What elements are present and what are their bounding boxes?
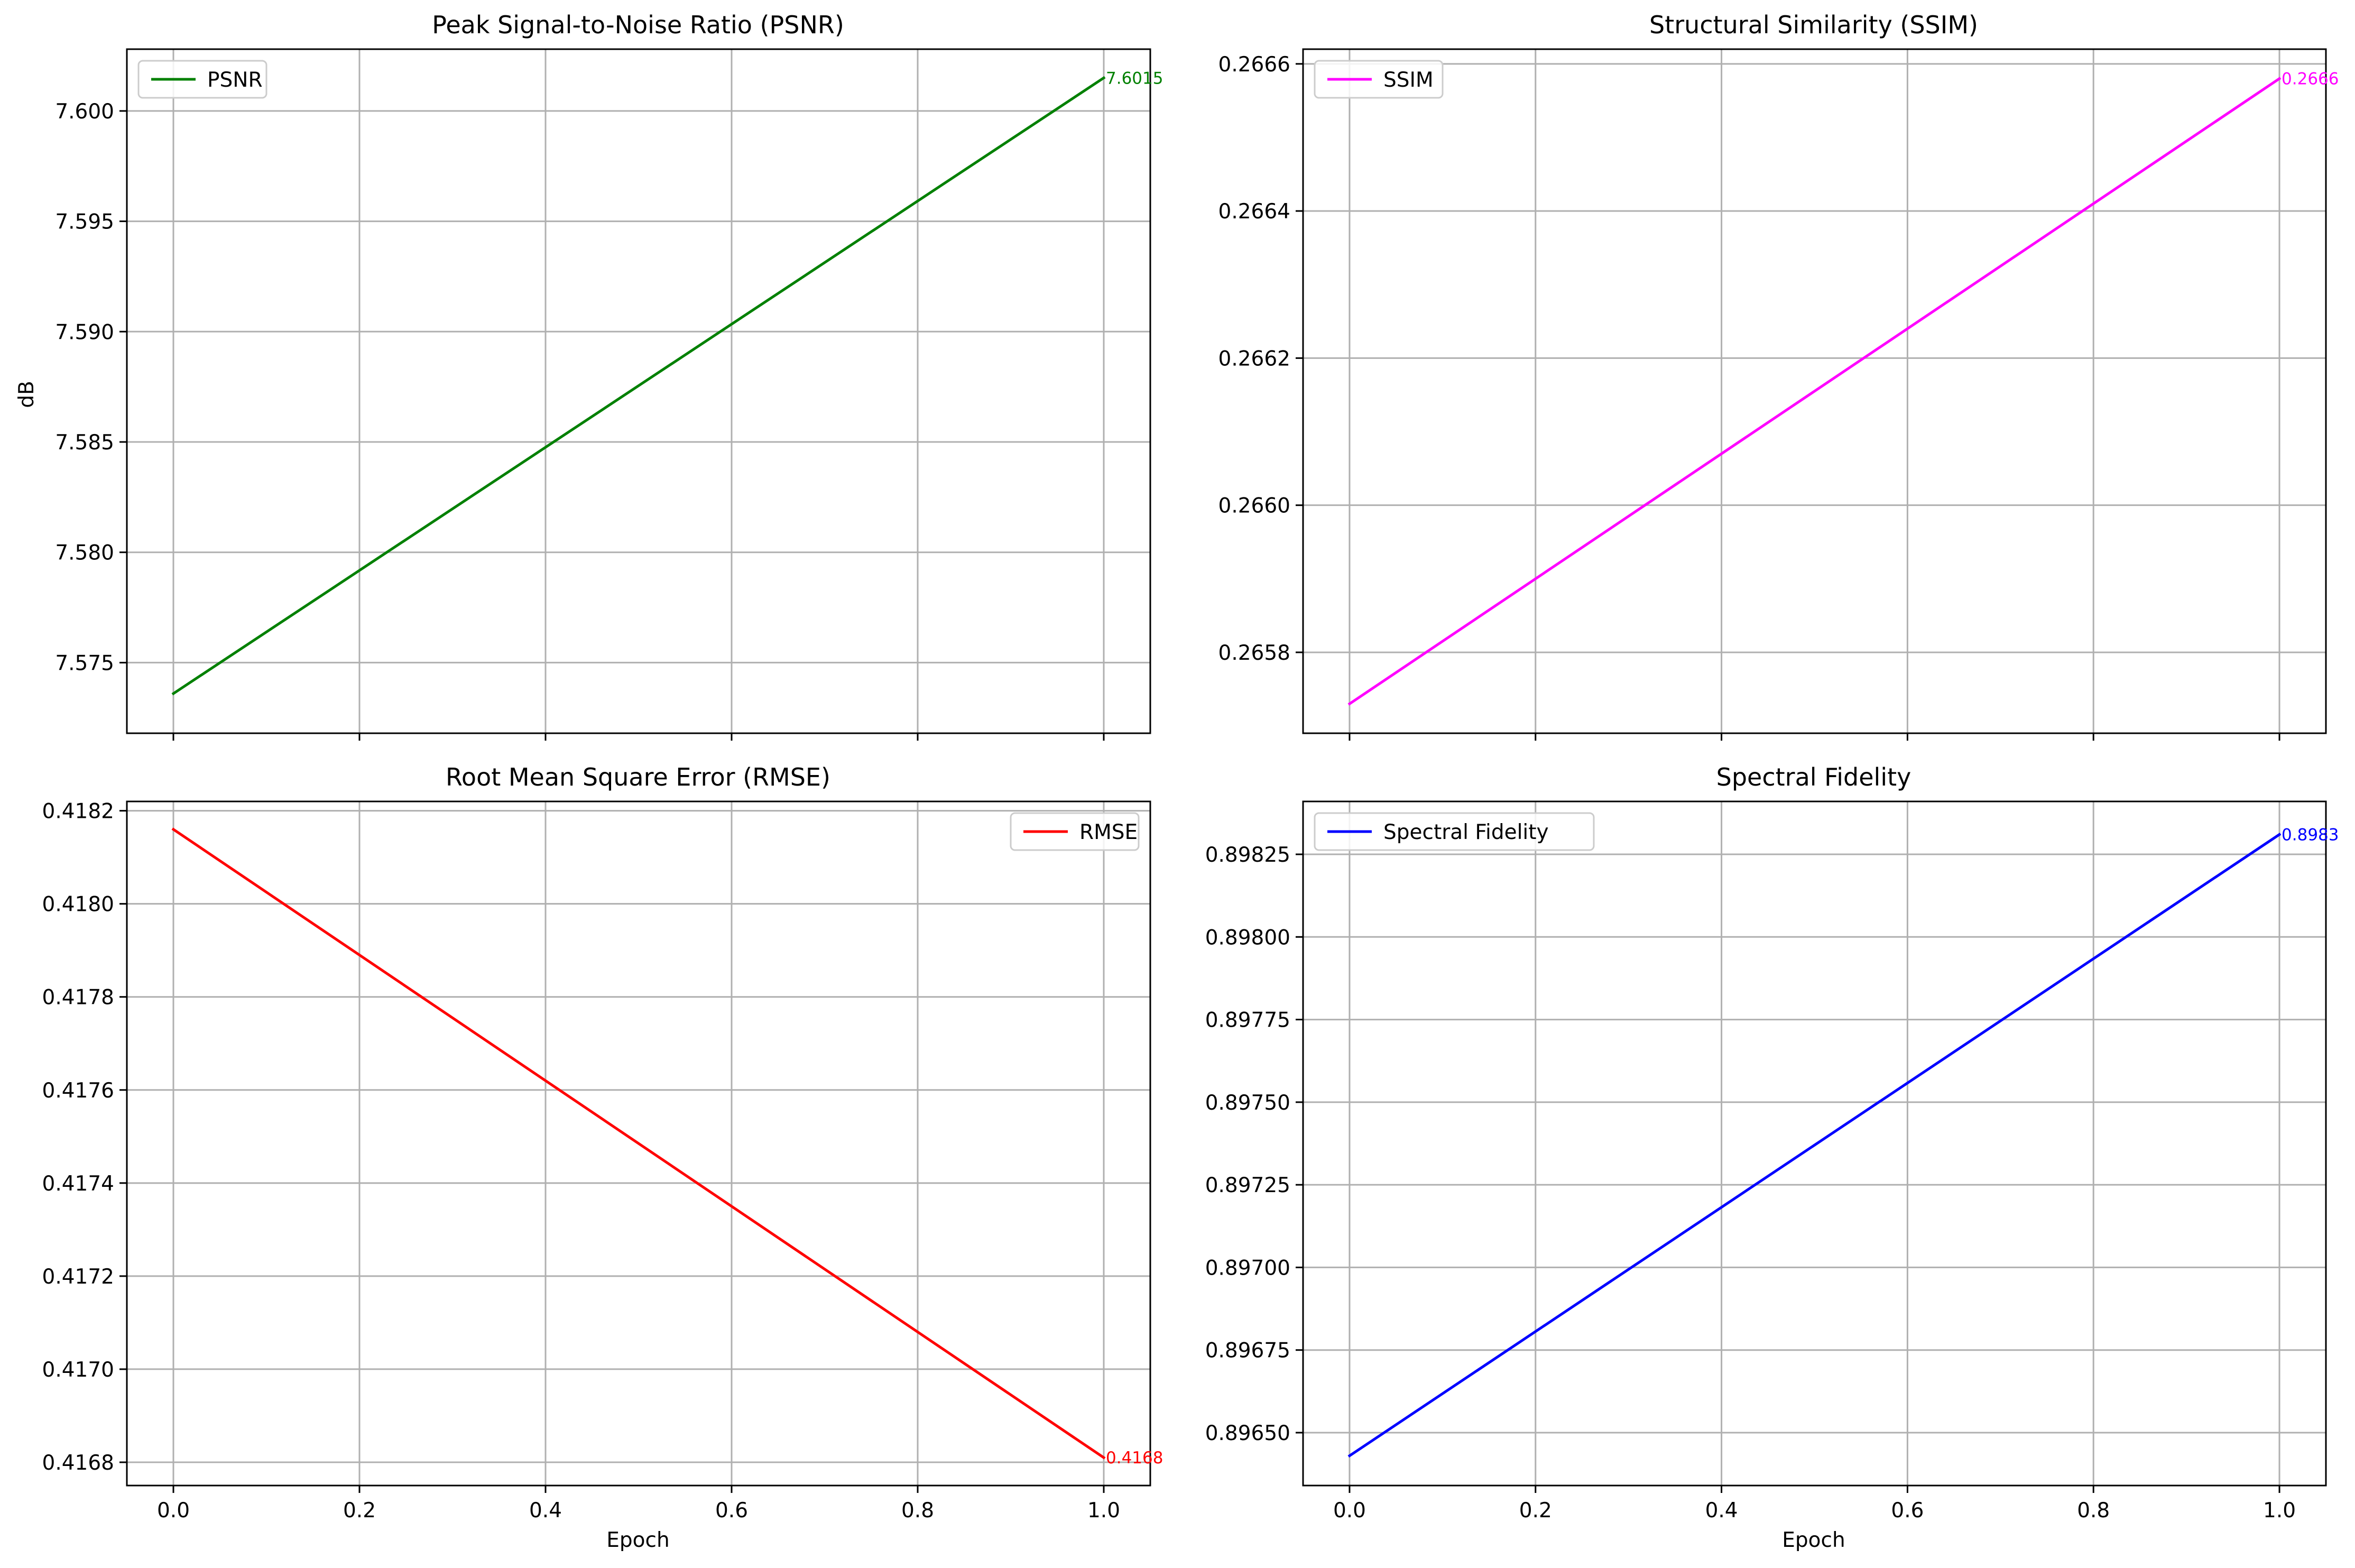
plot-area: 0.0 0.2 0.4 0.6 0.8 1.0 0.89650 0.89675 0.89700 0… bbox=[1205, 800, 2327, 1523]
plot-area: 0.2658 0.2660 0.2662 0.2664 0.2666 bbox=[1218, 48, 2327, 741]
legend-box bbox=[1314, 812, 1595, 851]
legend-box bbox=[1314, 60, 1444, 99]
legend bbox=[137, 60, 267, 99]
y-tick-label: 7.600 bbox=[55, 100, 114, 124]
y-axis-label: dB bbox=[15, 381, 39, 408]
axes-frame bbox=[126, 800, 1151, 1487]
y-tick-label: 0.2664 bbox=[1218, 200, 1290, 224]
psnr-chart: 7.575 7.580 7.585 7.590 7.595 7.600 Peak Sign… bbox=[15, 11, 1163, 741]
legend-label: Spectral Fidelity bbox=[1383, 820, 1549, 844]
chart-title: Spectral Fidelity bbox=[1716, 763, 1911, 791]
final-value-label: 0.4168 bbox=[1106, 1449, 1163, 1468]
y-tick-label: 0.2660 bbox=[1218, 494, 1290, 518]
y-tick-label: 0.4182 bbox=[42, 800, 114, 824]
x-tick-label: 1.0 bbox=[2263, 1499, 2296, 1523]
legend-box bbox=[137, 60, 267, 99]
rmse-chart: 0.0 0.2 0.4 0.6 0.8 1.0 0.4168 0.4170 0.4172 0.41… bbox=[42, 763, 1163, 1552]
y-tick-label: 0.89800 bbox=[1205, 926, 1290, 949]
y-tick-label: 7.585 bbox=[55, 431, 114, 455]
y-tick-label: 0.4172 bbox=[42, 1265, 114, 1289]
y-tick-label: 0.89700 bbox=[1205, 1256, 1290, 1280]
legend-label: RMSE bbox=[1079, 820, 1138, 844]
legend bbox=[1314, 812, 1595, 851]
legend-box bbox=[1010, 812, 1140, 851]
y-tick-label: 0.89675 bbox=[1205, 1339, 1290, 1363]
axes-frame bbox=[1302, 800, 2327, 1487]
plot-area: 7.575 7.580 7.585 7.590 7.595 7.600 bbox=[55, 48, 1151, 741]
x-tick-label: 0.4 bbox=[529, 1499, 562, 1523]
x-tick-label: 0.8 bbox=[901, 1499, 934, 1523]
x-axis-label: Epoch bbox=[606, 1528, 669, 1552]
spectral-fidelity-chart: 0.0 0.2 0.4 0.6 0.8 1.0 0.89650 0.89675 0.89700 0… bbox=[1205, 763, 2339, 1552]
chart-title: Peak Signal-to-Noise Ratio (PSNR) bbox=[432, 11, 844, 39]
series-line bbox=[171, 827, 1106, 1460]
legend bbox=[1314, 60, 1444, 99]
x-tick-label: 1.0 bbox=[1087, 1499, 1120, 1523]
final-value-label: 7.6015 bbox=[1106, 69, 1163, 88]
series-line bbox=[171, 76, 1106, 696]
y-tick-label: 7.590 bbox=[55, 320, 114, 344]
y-tick-label: 0.4176 bbox=[42, 1079, 114, 1103]
final-value-label: 0.2666 bbox=[2282, 70, 2339, 89]
y-tick-label: 0.4180 bbox=[42, 893, 114, 917]
axes-frame bbox=[1302, 48, 2327, 734]
x-tick-label: 0.6 bbox=[715, 1499, 748, 1523]
chart-title: Structural Similarity (SSIM) bbox=[1649, 11, 1978, 39]
y-tick-label: 0.89825 bbox=[1205, 843, 1290, 867]
y-tick-label: 0.4174 bbox=[42, 1172, 114, 1196]
y-tick-label: 0.89725 bbox=[1205, 1174, 1290, 1197]
y-tick-label: 0.4178 bbox=[42, 986, 114, 1010]
y-tick-label: 0.89775 bbox=[1205, 1009, 1290, 1032]
y-tick-label: 7.575 bbox=[55, 651, 114, 675]
x-tick-label: 0.4 bbox=[1705, 1499, 1738, 1523]
y-tick-label: 0.4168 bbox=[42, 1451, 114, 1475]
legend-label: PSNR bbox=[207, 68, 263, 92]
y-tick-label: 7.580 bbox=[55, 541, 114, 565]
legend bbox=[1010, 812, 1140, 851]
y-tick-label: 7.595 bbox=[55, 210, 114, 234]
x-tick-label: 0.2 bbox=[343, 1499, 376, 1523]
plot-area: 0.0 0.2 0.4 0.6 0.8 1.0 0.4168 0.4170 0.4172 0.41… bbox=[42, 800, 1151, 1523]
axes-frame bbox=[126, 48, 1151, 734]
x-axis-label: Epoch bbox=[1782, 1528, 1845, 1552]
y-tick-label: 0.2658 bbox=[1218, 641, 1290, 665]
ssim-chart: 0.2658 0.2660 0.2662 0.2664 0.2666 Structura… bbox=[1218, 11, 2339, 741]
series-line bbox=[1347, 77, 2282, 706]
y-tick-label: 0.4170 bbox=[42, 1358, 114, 1382]
y-tick-label: 0.89650 bbox=[1205, 1422, 1290, 1445]
x-tick-label: 0.8 bbox=[2077, 1499, 2110, 1523]
legend-label: SSIM bbox=[1383, 68, 1434, 92]
y-tick-label: 0.89750 bbox=[1205, 1091, 1290, 1115]
x-tick-label: 0.0 bbox=[157, 1499, 190, 1523]
x-tick-label: 0.2 bbox=[1519, 1499, 1552, 1523]
x-tick-label: 0.0 bbox=[1333, 1499, 1366, 1523]
y-tick-label: 0.2666 bbox=[1218, 53, 1290, 77]
x-tick-label: 0.6 bbox=[1891, 1499, 1924, 1523]
chart-title: Root Mean Square Error (RMSE) bbox=[446, 763, 830, 791]
final-value-label: 0.8983 bbox=[2282, 826, 2339, 845]
series-line bbox=[1347, 833, 2282, 1458]
y-tick-label: 0.2662 bbox=[1218, 347, 1290, 371]
